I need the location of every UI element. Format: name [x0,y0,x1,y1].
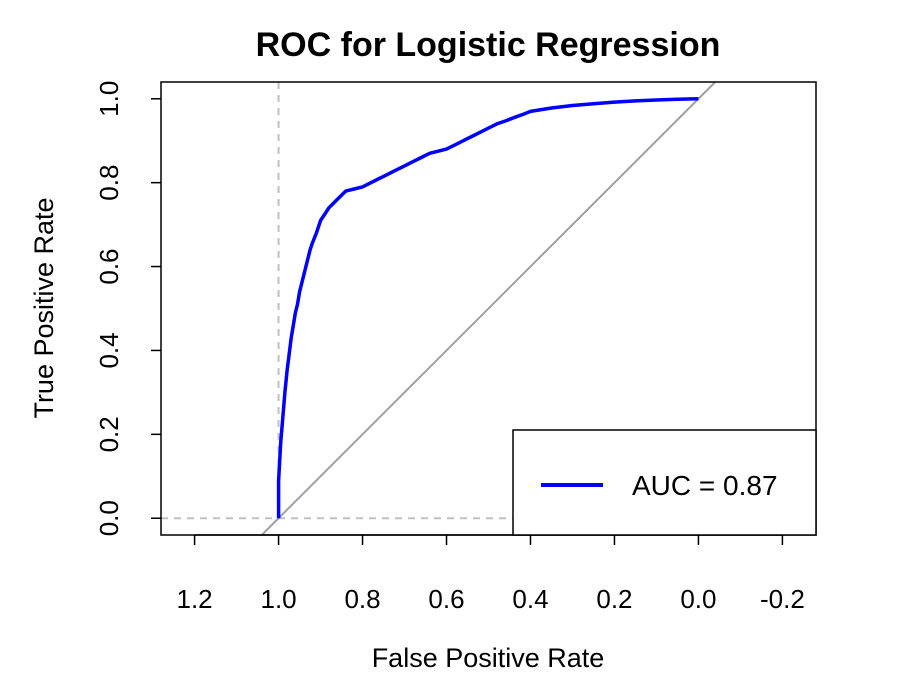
x-tick-label: -0.2 [760,584,805,614]
y-tick-label: 1.0 [94,81,124,117]
x-tick-label: 0.6 [428,584,464,614]
y-tick-label: 0.4 [94,332,124,368]
threshold-guides [161,82,816,520]
y-tick-label: 0.8 [94,165,124,201]
roc-series [276,97,699,519]
y-axis: 0.0 0.2 0.4 0.6 0.8 1.0 [94,81,161,536]
legend-box [512,429,817,536]
legend-label: AUC = 0.87 [632,470,778,501]
y-tick-label: 0.2 [94,416,124,452]
legend: AUC = 0.87 [512,429,817,536]
x-tick-label: 0.8 [344,584,380,614]
x-tick-label: 1.0 [260,584,296,614]
chart-title: ROC for Logistic Regression [256,26,721,64]
x-tick-label: 0.4 [512,584,548,614]
y-tick-label: 0.0 [94,500,124,536]
x-tick-label: 0.2 [596,584,632,614]
x-axis: 1.2 1.0 0.8 0.6 0.4 0.2 0.0 -0.2 [177,534,805,614]
y-axis-label: True Positive Rate [29,197,59,418]
x-tick-label: 0.0 [680,584,716,614]
y-tick-label: 0.6 [94,248,124,284]
x-axis-label: False Positive Rate [372,643,605,673]
diagonal-line [261,81,716,536]
roc-curve-line-0 [276,97,699,519]
reference-diagonal [261,81,716,536]
x-tick-label: 1.2 [177,584,213,614]
